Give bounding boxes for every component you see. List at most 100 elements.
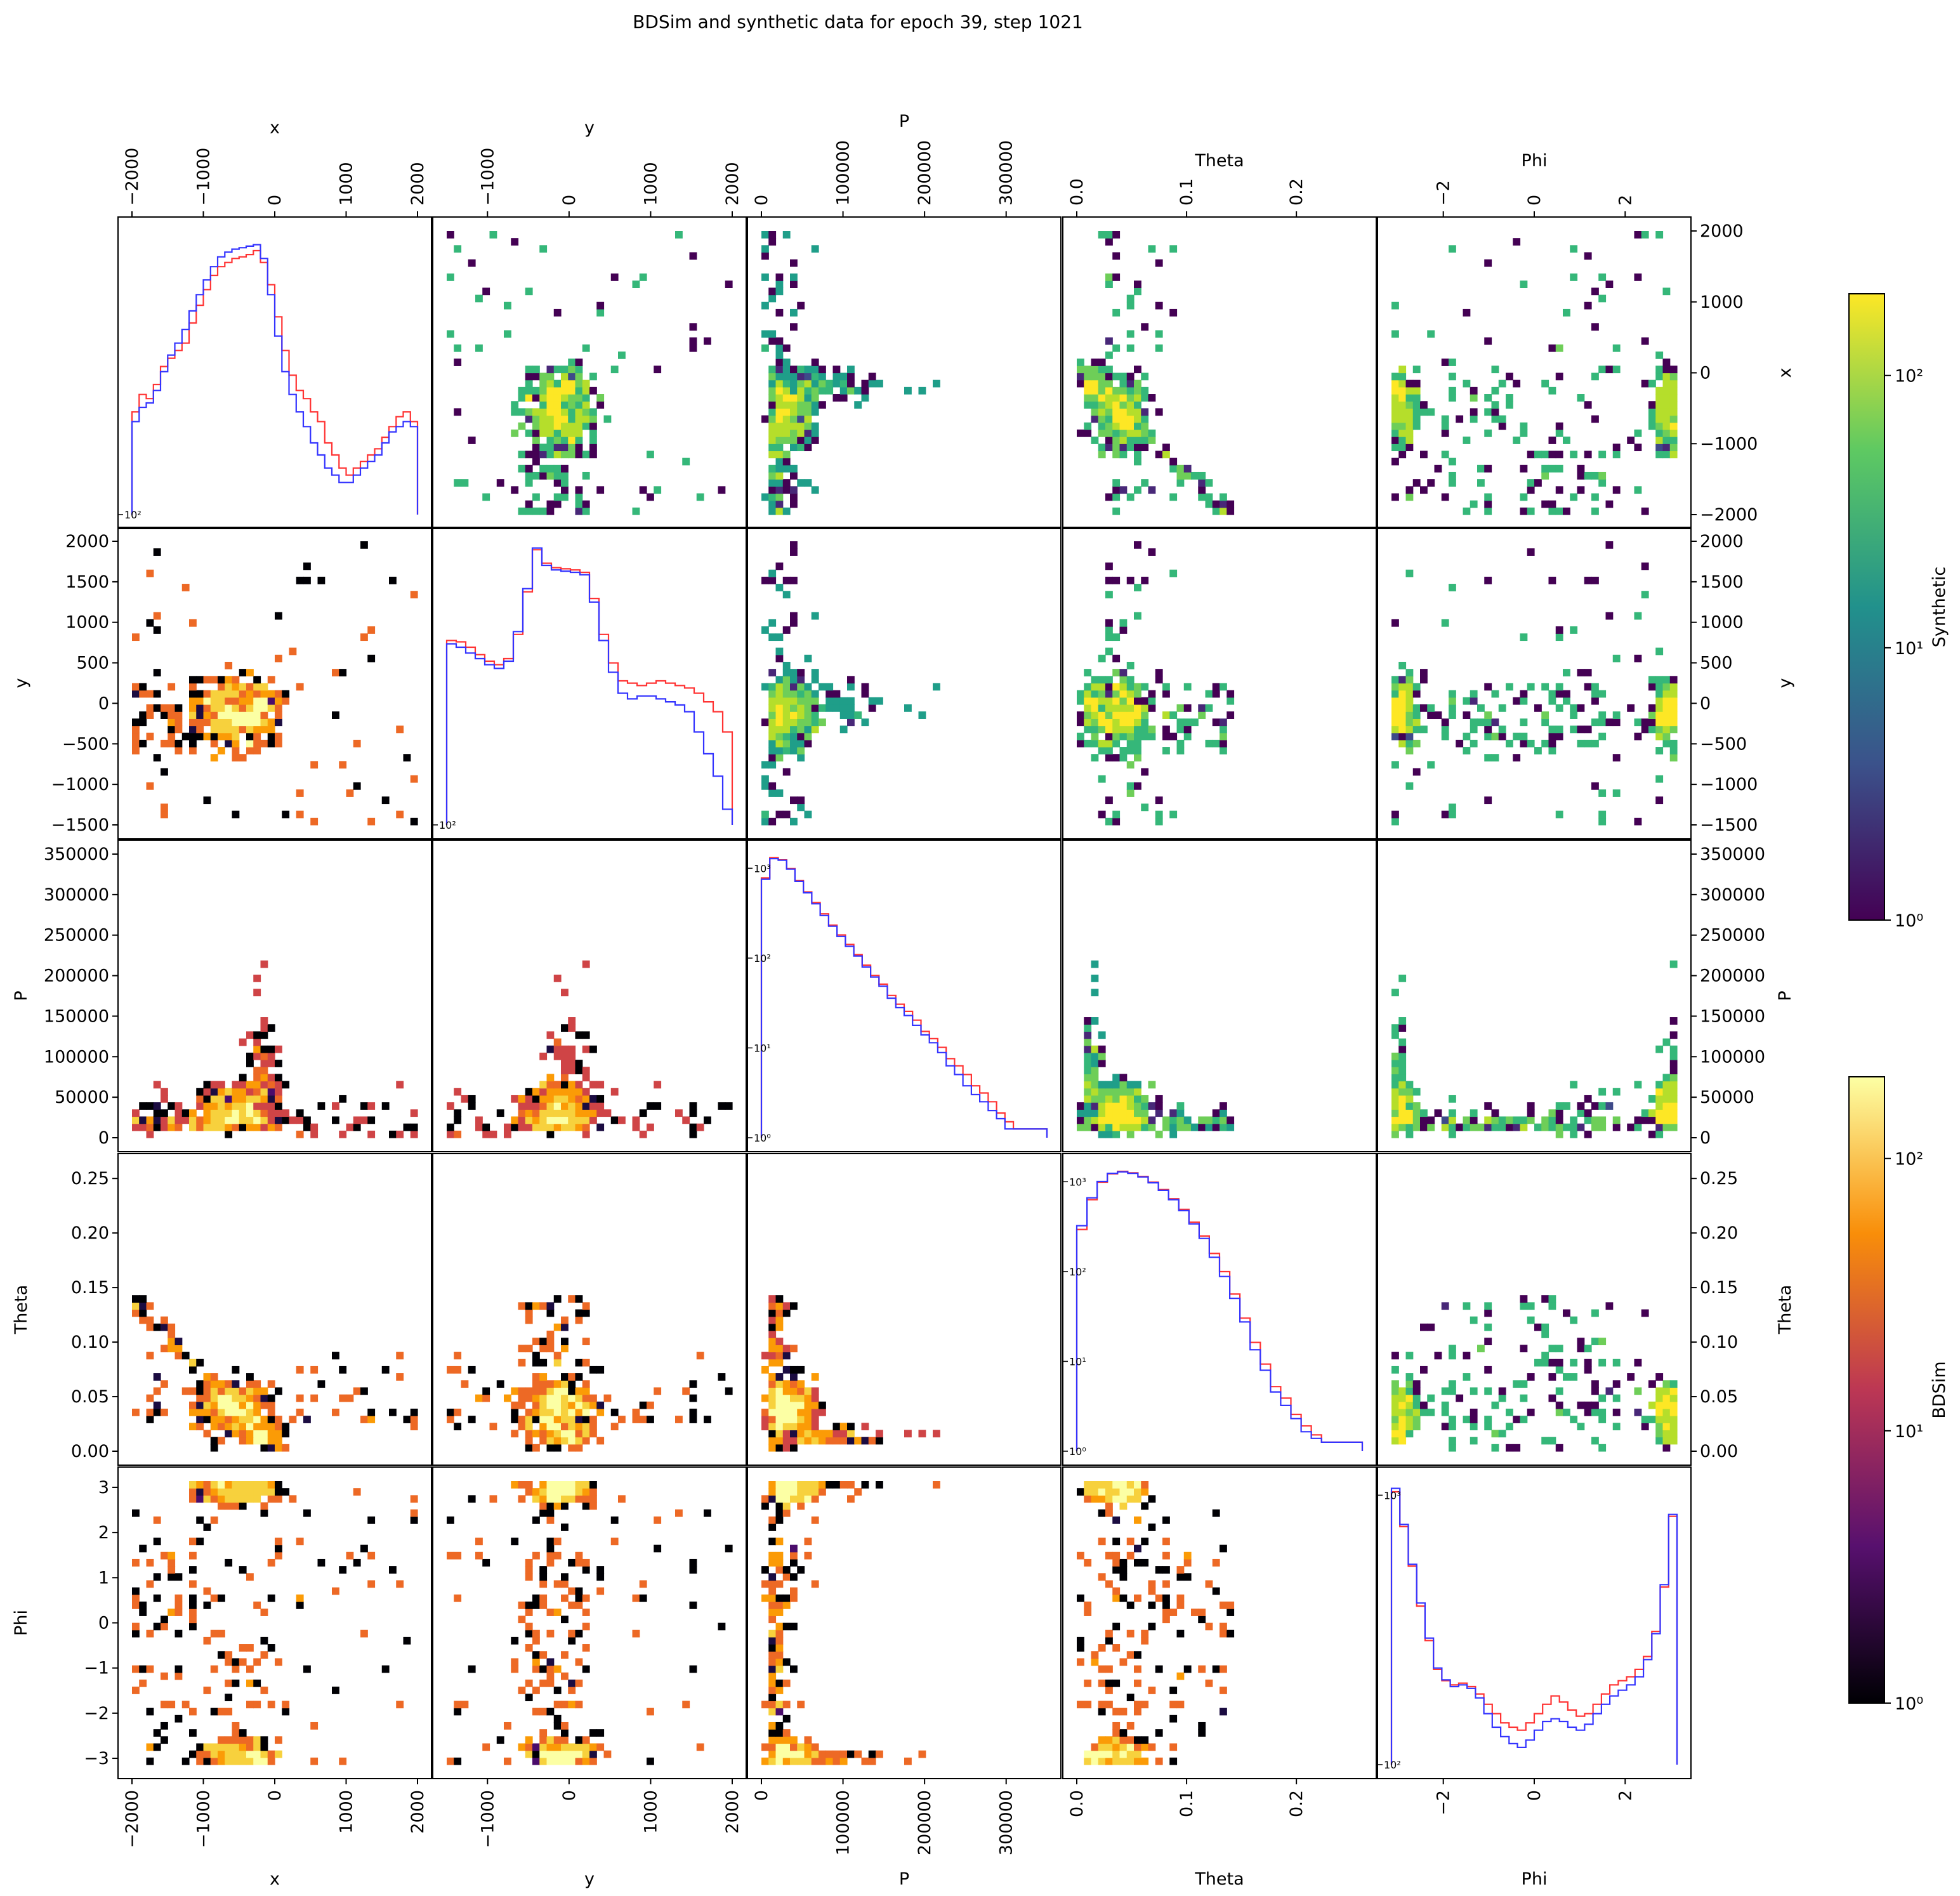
hist2d-bin — [189, 1708, 197, 1716]
hist2d-bin — [489, 231, 497, 239]
hist2d-bin — [181, 1757, 190, 1765]
hist2d-bin — [1584, 1401, 1592, 1409]
hist2d-bin — [367, 654, 376, 662]
hist2d-bin — [1084, 1102, 1092, 1110]
hist2d-bin — [246, 1401, 254, 1409]
hist2d-bin — [1112, 273, 1121, 281]
hist2d-bin — [589, 1095, 597, 1103]
hist2d-bin — [775, 486, 784, 494]
hist2d-bin — [782, 1488, 791, 1496]
hist2d-bin — [253, 690, 261, 698]
hist2d-bin — [654, 1102, 662, 1110]
hist2d-bin — [1427, 1123, 1435, 1131]
hist2d-bin — [1398, 429, 1407, 437]
hist2d-bin — [275, 704, 282, 712]
hist2d-bin — [819, 372, 826, 381]
top-tick-label-x: −1000 — [194, 148, 214, 206]
hist2d-bin — [389, 1408, 397, 1416]
hist2d-bin — [1105, 231, 1113, 239]
synthetic-colorbar-gradient — [1848, 293, 1885, 921]
hist2d-bin — [260, 1052, 268, 1060]
hist2d-bin — [267, 1095, 275, 1103]
hist2d-bin — [832, 1757, 841, 1765]
hist2d-bin — [1098, 379, 1106, 388]
hist2d-bin — [553, 1757, 562, 1765]
hist2d-bin — [1091, 1757, 1099, 1765]
hist2d-bin — [225, 1694, 233, 1702]
hist2d-bin — [539, 394, 548, 402]
hist2d-bin — [1398, 1060, 1407, 1067]
hist2d-bin — [1126, 732, 1135, 741]
hist2d-bin — [804, 1408, 812, 1416]
hist2d-bin — [847, 1495, 855, 1503]
hist2d-bin — [232, 1665, 240, 1673]
hist2d-bin — [539, 1601, 548, 1609]
hist2d-bin — [1598, 1116, 1607, 1124]
hist2d-bin — [1134, 422, 1141, 430]
hist2d-bin — [1548, 697, 1556, 705]
top-tick-label-P: 200000 — [915, 140, 935, 206]
hist2d-bin — [761, 810, 769, 819]
hist2d-bin — [1141, 1102, 1149, 1110]
hist2d-bin — [447, 330, 454, 338]
hist2d-bin — [367, 1416, 376, 1423]
hist2d-bin — [1427, 1394, 1435, 1402]
hist2d-bin — [253, 1679, 261, 1687]
diag-log-tick-label: 10³ — [1069, 1176, 1086, 1188]
hist2d-bin — [775, 1566, 784, 1574]
hist2d-bin — [804, 479, 812, 487]
hist2d-bin — [225, 1423, 233, 1431]
hist2d-bin — [174, 1715, 183, 1723]
hist2d-bin — [568, 1088, 576, 1096]
hist2d-bin — [1227, 507, 1235, 515]
hist2d-bin — [1669, 711, 1678, 719]
hist2d-bin — [1591, 1123, 1599, 1131]
hist2d-bin — [775, 287, 784, 296]
colorbar-tick-label: 10² — [1895, 367, 1923, 386]
hist2d-bin — [1155, 1594, 1163, 1602]
hist2d-bin — [1563, 669, 1570, 676]
hist2d-bin — [1183, 1116, 1192, 1124]
hist2d-bin — [553, 1665, 562, 1673]
hist2d-bin — [461, 479, 469, 487]
hist2d-bin — [582, 1623, 590, 1631]
hist2d-bin — [1091, 359, 1099, 366]
hist2d-bin — [761, 245, 769, 253]
hist2d-bin — [775, 1373, 784, 1381]
hist2d-bin — [610, 1116, 619, 1124]
hist2d-bin — [797, 386, 805, 395]
hist2d-bin — [174, 1352, 183, 1360]
hist2d-bin — [1084, 1123, 1092, 1131]
hist2d-bin — [1084, 1481, 1092, 1489]
hist2d-bin — [797, 803, 805, 812]
hist2d-bin — [1084, 401, 1092, 409]
hist2d-bin — [546, 1380, 555, 1388]
hist2d-bin — [1456, 1123, 1464, 1131]
hist2d-bin — [561, 1594, 569, 1602]
hist2d-bin — [1155, 676, 1163, 684]
hist2d-bin — [1584, 471, 1592, 480]
hist2d-bin — [146, 690, 154, 698]
hist2d-bin — [1105, 1481, 1113, 1489]
hist2d-bin — [582, 1102, 590, 1110]
hist2d-bin — [1655, 351, 1664, 359]
hist2d-bin — [296, 1366, 304, 1374]
hist2d-bin — [518, 394, 526, 402]
hist2d-bin — [1391, 1130, 1399, 1138]
colorbar-label: BDSim — [1930, 1361, 1949, 1418]
hist2d-bin — [546, 1130, 555, 1138]
hist2d-bin — [768, 732, 777, 741]
hist2d-bin — [532, 1594, 540, 1602]
hist2d-bin — [546, 1509, 555, 1517]
hist2d-bin — [1484, 1102, 1492, 1110]
hist2d-bin — [553, 1359, 562, 1367]
hist2d-bin — [525, 1694, 533, 1702]
hist2d-bin — [203, 1116, 211, 1124]
hist2d-bin — [1126, 386, 1135, 395]
hist2d-bin — [1169, 1123, 1178, 1131]
hist2d-bin — [1155, 817, 1163, 826]
hist2d-bin — [153, 1516, 161, 1524]
hist2d-bin — [589, 1495, 597, 1503]
hist2d-bin — [1541, 1352, 1549, 1360]
hist2d-bin — [232, 1387, 240, 1395]
